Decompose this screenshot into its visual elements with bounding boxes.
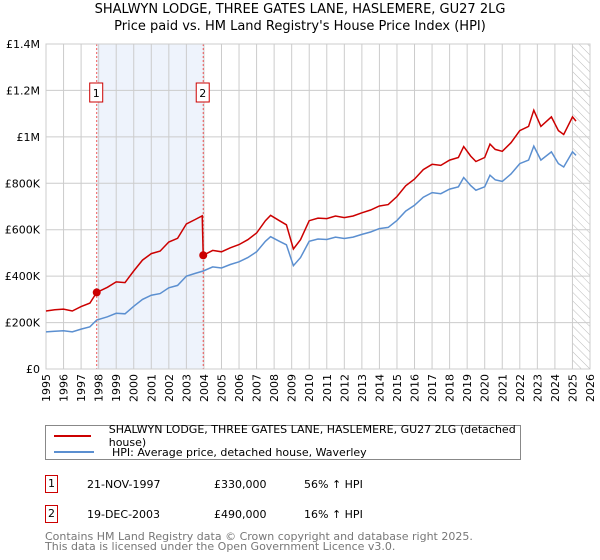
price-chart: 1 2 1995 1996 1997 1998 1999 2000 2001 2002 2003 20…: [5, 38, 597, 402]
hpi-line: [45, 144, 577, 333]
y-tick-label: £200K: [5, 317, 41, 330]
footer-copyright: Contains HM Land Registry data © Crown c…: [45, 530, 473, 543]
legend-item-property: SHALWYN LODGE, THREE GATES LANE, HASLEME…: [54, 423, 520, 449]
transaction-badge: 1: [45, 475, 58, 493]
x-tick-label: 2006: [233, 374, 246, 402]
legend-label-property: SHALWYN LODGE, THREE GATES LANE, HASLEME…: [108, 423, 516, 449]
x-tick-label: 2016: [409, 374, 422, 402]
sale-badge-label: 2: [199, 87, 206, 100]
x-tick-label: 2011: [321, 374, 334, 402]
chart-title: SHALWYN LODGE, THREE GATES LANE, HASLEME…: [94, 2, 506, 17]
transaction-price: £330,000: [214, 478, 267, 491]
x-tick-label: 1998: [93, 374, 106, 402]
x-tick-label: 2022: [514, 374, 527, 402]
transaction-hpi: 56% ↑ HPI: [304, 478, 363, 491]
x-tick-label: 2020: [479, 374, 492, 402]
property-price-line: [45, 108, 577, 312]
x-tick-label: 2012: [338, 374, 351, 402]
transaction-date: 19-DEC-2003: [87, 508, 161, 521]
legend-label-hpi: HPI: Average price, detached house, Wave…: [112, 445, 367, 459]
sale-badge: [89, 82, 104, 103]
footer-licence: This data is licensed under the Open Gov…: [45, 540, 396, 553]
x-tick-label: 2009: [286, 374, 299, 402]
sale-point: [92, 288, 101, 297]
legend-item-hpi: HPI: Average price, detached house, Wave…: [54, 444, 367, 460]
x-tick-label: 2002: [163, 374, 176, 402]
x-tick-label: 2004: [198, 374, 211, 402]
legend: SHALWYN LODGE, THREE GATES LANE, HASLEME…: [45, 423, 521, 460]
x-tick-label: 2001: [145, 374, 158, 402]
sale-badge-label: 1: [93, 87, 100, 100]
x-tick-label: 2018: [444, 374, 457, 402]
sale-badge: [195, 82, 210, 103]
x-tick-label: 2008: [268, 374, 281, 402]
hatched-future-region: [572, 44, 590, 369]
plot-border: [45, 43, 591, 370]
y-tick-label: £400K: [5, 270, 41, 283]
red-line-swatch: [54, 435, 91, 437]
x-tick-label: 1999: [110, 374, 123, 402]
x-tick-label: 2003: [180, 374, 193, 402]
x-tick-label: 2024: [549, 374, 562, 402]
blue-line-swatch: [54, 451, 94, 453]
y-tick-label: £1.2M: [6, 84, 40, 97]
x-tick-label: 2007: [251, 374, 264, 402]
x-tick-label: 2010: [303, 374, 316, 402]
transaction-price: £490,000: [214, 508, 267, 521]
sale-point: [199, 251, 208, 260]
chart-subtitle: Price paid vs. HM Land Registry's House …: [114, 19, 486, 34]
y-tick-label: £1M: [17, 131, 41, 144]
x-tick-label: 2015: [391, 374, 404, 402]
x-tick-label: 2017: [426, 374, 439, 402]
shaded-ownership-region: [96, 44, 204, 369]
x-tick-label: 2005: [215, 374, 228, 402]
y-tick-label: £600K: [5, 224, 41, 237]
x-tick-label: 1997: [75, 374, 88, 402]
transaction-row: 2 19-DEC-2003 £490,000 16% ↑ HPI: [45, 505, 565, 525]
x-tick-label: 2021: [496, 374, 509, 402]
y-tick-label: £0: [26, 363, 40, 376]
x-tick-label: 2023: [531, 374, 544, 402]
transaction-badge: 2: [45, 505, 58, 523]
x-tick-label: 1996: [58, 374, 71, 402]
x-tick-label: 2000: [128, 374, 141, 402]
x-tick-label: 2025: [566, 374, 579, 402]
transaction-date: 21-NOV-1997: [87, 478, 161, 491]
x-tick-label: 1995: [40, 374, 53, 402]
x-tick-label: 2019: [461, 374, 474, 402]
y-tick-label: £1.4M: [6, 38, 40, 51]
y-tick-label: £800K: [5, 177, 41, 190]
x-tick-label: 2013: [356, 374, 369, 402]
transaction-row: 1 21-NOV-1997 £330,000 56% ↑ HPI: [45, 475, 565, 495]
transaction-hpi: 16% ↑ HPI: [304, 508, 363, 521]
x-tick-label: 2026: [584, 374, 597, 402]
x-tick-label: 2014: [373, 374, 386, 402]
